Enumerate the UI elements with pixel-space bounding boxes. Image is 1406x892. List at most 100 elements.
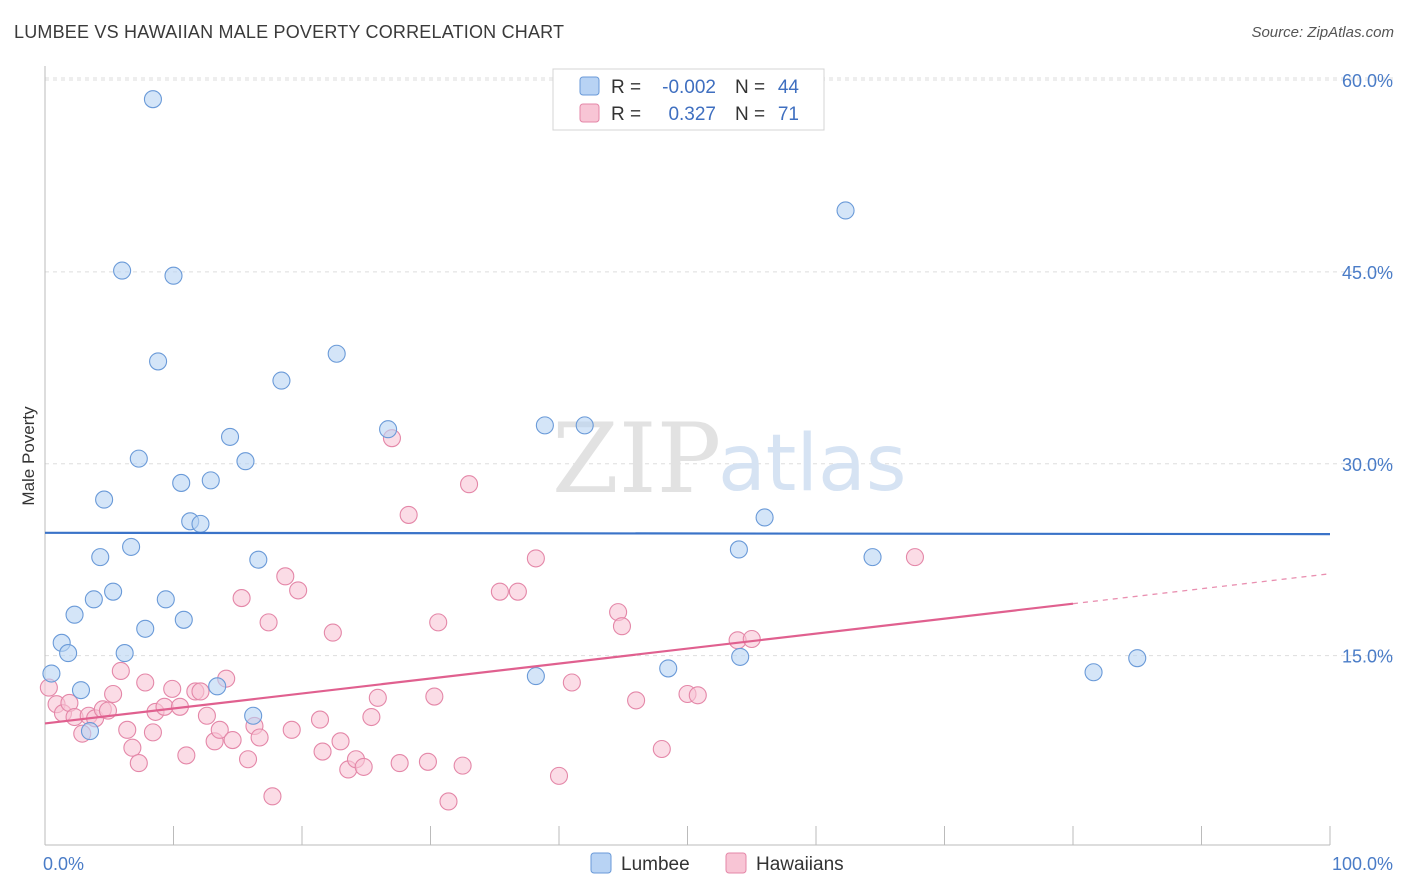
watermark: ZIP atlas bbox=[552, 403, 907, 515]
hawaiian-point-46 bbox=[368, 688, 387, 707]
hawaiian-point-34 bbox=[263, 787, 282, 806]
legend-r-value-hawaiian: 0.327 bbox=[668, 104, 716, 125]
hawaiian-point-58 bbox=[526, 549, 545, 568]
watermark-zip: ZIP bbox=[552, 403, 721, 515]
y-tick-label-2: 45.0% bbox=[1342, 263, 1393, 283]
lumbee-point-5 bbox=[80, 722, 100, 741]
lumbee-point-17 bbox=[156, 590, 175, 609]
lumbee-point-39 bbox=[836, 201, 855, 220]
lumbee-point-11 bbox=[115, 644, 134, 663]
legend-n-value-lumbee: 44 bbox=[778, 77, 800, 98]
hawaiian-point-36 bbox=[282, 720, 301, 739]
hawaiian-point-52 bbox=[429, 613, 448, 632]
legend-r-label-hawaiian: R = bbox=[611, 104, 641, 125]
trend-lines bbox=[44, 531, 1331, 725]
hawaiian-point-18 bbox=[155, 697, 174, 716]
bottom-swatch-lumbee bbox=[590, 852, 612, 874]
legend-r-label-lumbee: R = bbox=[611, 77, 641, 98]
x-tick-labels: 0.0% 100.0% bbox=[43, 854, 1393, 874]
y-axis-label: Male Poverty bbox=[19, 406, 38, 506]
hawaiian-point-56 bbox=[490, 582, 509, 601]
hawaiian-point-51 bbox=[425, 687, 444, 706]
lumbee-point-10 bbox=[113, 261, 132, 280]
hawaiian-point-66 bbox=[688, 686, 707, 705]
hawaiian-point-13 bbox=[123, 738, 142, 757]
lumbee-point-24 bbox=[208, 677, 227, 696]
hawaiian-point-59 bbox=[549, 766, 569, 785]
x-tick-label-1: 100.0% bbox=[1332, 854, 1393, 874]
grid-lines bbox=[45, 77, 1395, 657]
hawaiian-point-15 bbox=[136, 673, 155, 692]
hawaiian-point-54 bbox=[453, 756, 472, 775]
lumbee-point-20 bbox=[174, 610, 193, 629]
lumbee-point-31 bbox=[379, 420, 398, 439]
lumbee-point-25 bbox=[220, 427, 240, 446]
lumbee-point-7 bbox=[91, 548, 110, 567]
axes bbox=[44, 66, 1331, 846]
hawaiian-point-35 bbox=[276, 567, 295, 586]
lumbee-point-8 bbox=[95, 490, 114, 509]
y-tick-label-0: 15.0% bbox=[1342, 647, 1393, 667]
lumbee-points bbox=[42, 90, 1147, 741]
hawaiian-point-10 bbox=[104, 684, 123, 704]
hawaiian-point-69 bbox=[905, 548, 924, 567]
hawaiian-point-28 bbox=[223, 730, 242, 750]
y-tick-label-3: 60.0% bbox=[1342, 71, 1393, 91]
hawaiian-point-26 bbox=[210, 720, 229, 739]
hawaiian-point-57 bbox=[508, 582, 527, 601]
lumbee-point-38 bbox=[755, 508, 774, 527]
hawaiian-point-63 bbox=[627, 691, 646, 710]
y-tick-labels: 15.0% 30.0% 45.0% 60.0% bbox=[1342, 71, 1393, 667]
lumbee-point-33 bbox=[535, 416, 554, 435]
watermark-atlas: atlas bbox=[718, 419, 907, 509]
lumbee-point-3 bbox=[65, 605, 84, 624]
lumbee-point-0 bbox=[42, 664, 61, 683]
legend-n-value-hawaiian: 71 bbox=[778, 104, 799, 125]
hawaiian-point-37 bbox=[289, 581, 308, 600]
lumbee-point-6 bbox=[84, 590, 103, 609]
lumbee-point-18 bbox=[164, 266, 183, 285]
bottom-legend-lumbee: Lumbee bbox=[621, 854, 690, 875]
source-credit: Source: ZipAtlas.com bbox=[1251, 24, 1394, 41]
lumbee-point-14 bbox=[136, 619, 155, 638]
legend-r-value-lumbee: -0.002 bbox=[662, 77, 716, 98]
legend-swatch-hawaiian bbox=[579, 103, 600, 123]
lumbee-point-32 bbox=[526, 667, 545, 686]
hawaiian-point-29 bbox=[232, 589, 251, 608]
bottom-legend-hawaiian: Hawaiians bbox=[756, 854, 844, 875]
hawaiian-point-14 bbox=[129, 754, 148, 773]
hawaiian-points bbox=[39, 429, 924, 811]
hawaiian-point-24 bbox=[197, 706, 216, 725]
lumbee-point-42 bbox=[1128, 649, 1147, 668]
hawaiian-point-16 bbox=[143, 723, 162, 742]
hawaiian-trend-line-extension bbox=[1072, 573, 1331, 605]
hawaiian-point-68 bbox=[742, 629, 761, 649]
hawaiian-point-50 bbox=[418, 752, 437, 771]
hawaiian-point-19 bbox=[163, 679, 182, 698]
lumbee-point-4 bbox=[71, 681, 91, 700]
lumbee-point-12 bbox=[122, 537, 141, 556]
hawaiian-point-44 bbox=[354, 757, 373, 776]
lumbee-point-34 bbox=[575, 416, 594, 435]
lumbee-point-16 bbox=[149, 352, 168, 371]
hawaiian-point-62 bbox=[612, 617, 632, 636]
hawaiian-trend-line bbox=[44, 602, 1074, 725]
lumbee-point-9 bbox=[104, 582, 123, 601]
bottom-swatch-hawaiian bbox=[725, 852, 747, 874]
hawaiian-point-32 bbox=[250, 728, 269, 747]
correlation-legend: R = -0.002 N = 44 R = 0.327 N = 71 bbox=[552, 68, 825, 131]
hawaiian-point-33 bbox=[259, 613, 278, 632]
lumbee-point-27 bbox=[244, 706, 263, 725]
lumbee-point-13 bbox=[129, 449, 148, 468]
hawaiian-point-45 bbox=[362, 707, 381, 727]
lumbee-point-22 bbox=[191, 514, 210, 533]
chart-title: LUMBEE VS HAWAIIAN MALE POVERTY CORRELAT… bbox=[14, 22, 565, 42]
hawaiian-point-12 bbox=[118, 720, 137, 739]
x-tick-label-0: 0.0% bbox=[43, 854, 84, 874]
lumbee-point-37 bbox=[731, 647, 750, 666]
hawaiian-point-39 bbox=[313, 742, 332, 761]
series-legend: Lumbee Hawaiians bbox=[590, 852, 844, 875]
hawaiian-point-64 bbox=[652, 739, 671, 759]
lumbee-trend-line bbox=[44, 531, 1331, 536]
